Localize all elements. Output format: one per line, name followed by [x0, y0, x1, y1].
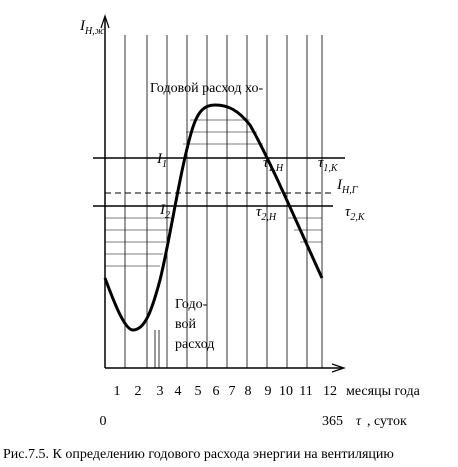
tau2n-label-sub: 2,Н — [261, 212, 277, 223]
month-label: 9 — [265, 384, 272, 399]
load-curve — [103, 103, 324, 332]
y-axis-label-main: I — [79, 18, 86, 34]
tau2k-label-sub: 2,К — [350, 212, 366, 223]
annotation: вой — [175, 317, 197, 332]
month-label: 6 — [213, 384, 220, 399]
month-label: 10 — [279, 384, 293, 399]
month-grid — [124, 35, 323, 368]
month-label: 8 — [245, 384, 252, 399]
tau2k-label: τ2,К — [345, 204, 366, 223]
tau2n-label-main: τ — [256, 204, 262, 220]
month-label: 7 — [229, 384, 236, 399]
month-label: 4 — [175, 384, 182, 399]
month-label: 11 — [299, 384, 312, 399]
levels — [93, 157, 345, 207]
i1-label-main: I — [156, 151, 163, 167]
y-axis-label: IН,ж — [79, 18, 105, 37]
ing-label: IН,Г — [336, 177, 358, 196]
tau2n-label: τ2,Н — [256, 204, 277, 223]
month-label: 5 — [195, 384, 202, 399]
i2-label-sub: 2 — [165, 210, 170, 221]
axes — [100, 14, 346, 373]
y-axis-label-sub: Н,ж — [84, 26, 105, 37]
month-label: 3 — [157, 384, 164, 399]
month-label: 1 — [114, 384, 121, 399]
annotation: расход — [175, 337, 214, 352]
day-unit: , суток — [367, 414, 407, 429]
tau1k-label-sub: 1,К — [323, 163, 339, 174]
i2-label: I2 — [159, 202, 170, 221]
ing-label-main: I — [336, 177, 343, 193]
tau1n-label-main: τ — [263, 155, 269, 171]
day-end: 365 — [322, 414, 343, 429]
months-axis-label: месяцы года — [346, 384, 421, 399]
day-start: 0 — [100, 414, 107, 429]
annotation: Годо- — [175, 297, 208, 312]
i2-label-main: I — [159, 202, 166, 218]
ing-label-sub: Н,Г — [341, 185, 358, 196]
day-symbol: τ — [356, 414, 362, 429]
tau2k-label-main: τ — [345, 204, 351, 220]
tau1n-label-sub: 1,Н — [268, 163, 284, 174]
tau1k-label-main: τ — [318, 155, 324, 171]
tau1n-label: τ1,Н — [263, 155, 284, 174]
i1-label-sub: 1 — [162, 159, 167, 170]
annotation: Годовой расход хо- — [150, 81, 263, 96]
tau1k-label: τ1,К — [318, 155, 339, 174]
caption: Рис.7.5. К определению годового расхода … — [3, 447, 394, 462]
month-label: 12 — [323, 384, 337, 399]
i1-label: I1 — [156, 151, 167, 170]
month-label: 2 — [135, 384, 142, 399]
